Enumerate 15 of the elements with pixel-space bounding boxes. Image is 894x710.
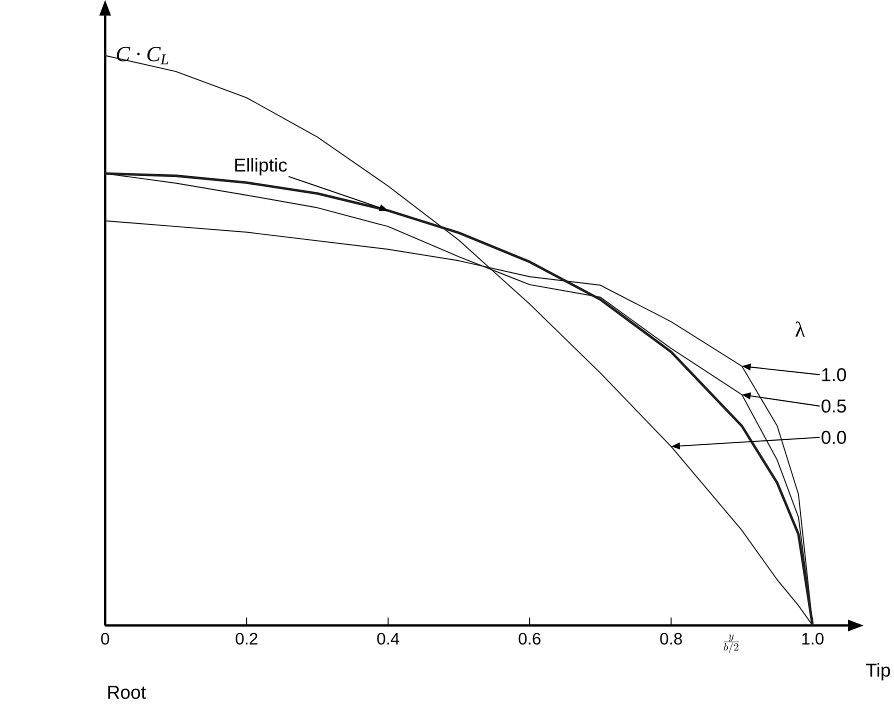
series-label: Elliptic	[235, 158, 287, 176]
legend-title: λ	[795, 322, 806, 337]
text: 0.5	[822, 399, 846, 413]
y-axis-title: C · C$_{L}$	[116, 46, 168, 64]
text: Root	[108, 686, 146, 699]
x-tick-label: 1.0	[802, 632, 824, 645]
text: 1.0	[822, 368, 846, 382]
x-tick-label: 0	[101, 632, 110, 645]
x-tick-label: 0.2	[236, 632, 258, 645]
x-tick-label: 0.6	[518, 632, 540, 645]
x-tick-label: 0.8	[660, 632, 682, 645]
text: Tip	[866, 663, 890, 680]
x-axis-title: $\frac{y}{b/2}$	[724, 634, 739, 654]
text: 0.0	[822, 430, 846, 444]
x-tick-label: 0.4	[377, 632, 400, 645]
